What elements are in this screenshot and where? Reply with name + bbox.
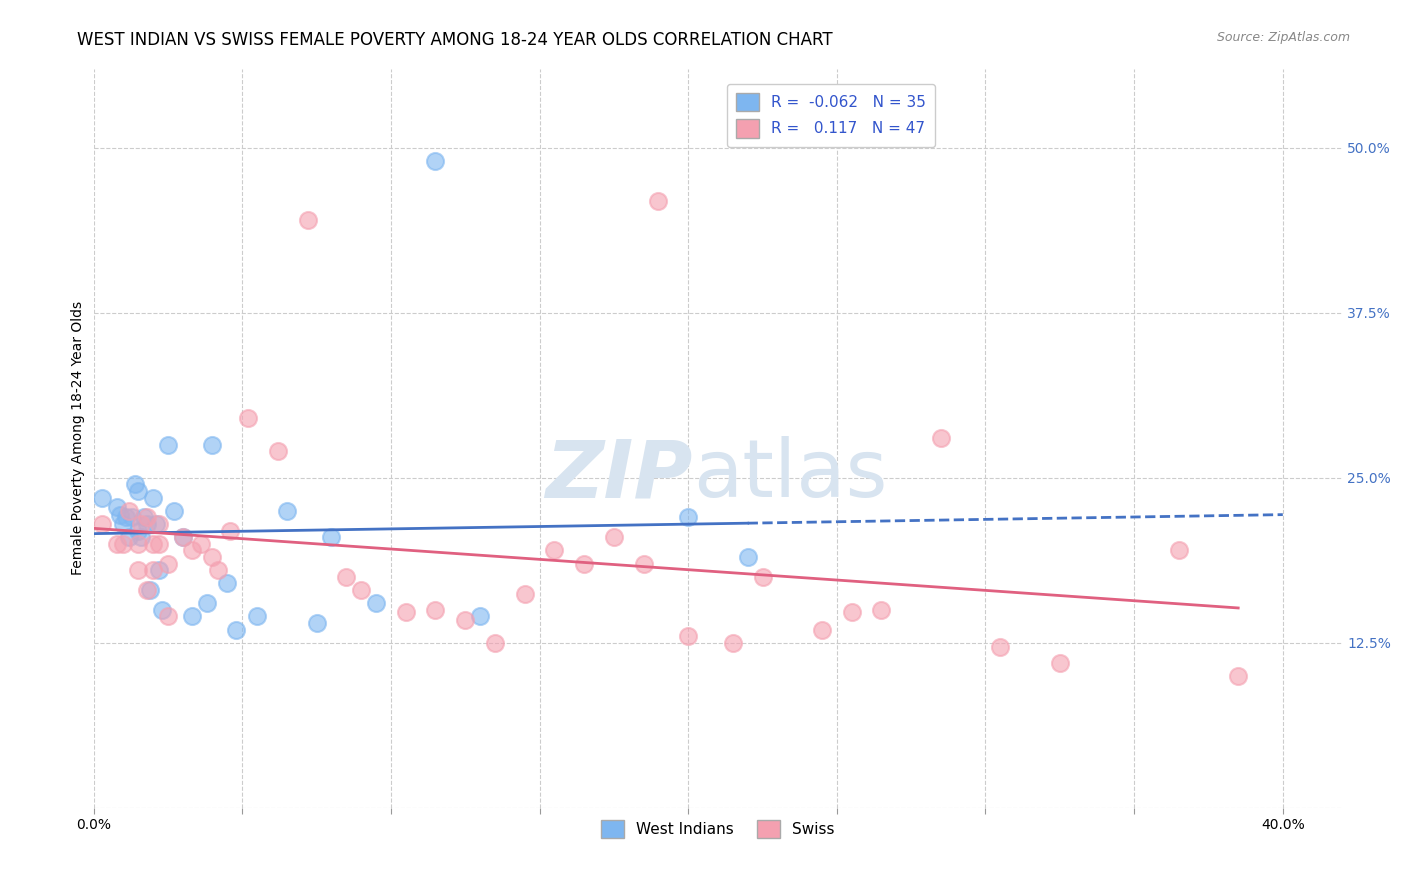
Point <box>180 609 202 624</box>
Point <box>603 530 626 544</box>
Point <box>127 563 149 577</box>
Point <box>246 609 269 624</box>
Y-axis label: Female Poverty Among 18-24 Year Olds: Female Poverty Among 18-24 Year Olds <box>72 301 86 575</box>
Point <box>190 537 212 551</box>
Text: ZIP: ZIP <box>546 436 693 514</box>
Point <box>425 603 447 617</box>
Point <box>145 516 167 531</box>
Point <box>148 537 170 551</box>
Point <box>219 524 242 538</box>
Point <box>676 510 699 524</box>
Point <box>335 570 357 584</box>
Point <box>127 524 149 538</box>
Point <box>112 537 135 551</box>
Legend: West Indians, Swiss: West Indians, Swiss <box>595 814 841 845</box>
Point <box>321 530 343 544</box>
Point <box>148 563 170 577</box>
Point <box>118 530 141 544</box>
Point <box>91 516 114 531</box>
Point <box>543 543 565 558</box>
Point <box>105 500 128 514</box>
Point <box>425 153 447 168</box>
Point <box>395 606 418 620</box>
Point <box>841 606 863 620</box>
Point <box>929 431 952 445</box>
Point <box>129 516 152 531</box>
Point <box>238 411 260 425</box>
Point <box>751 570 773 584</box>
Point <box>1227 669 1250 683</box>
Point <box>142 491 165 505</box>
Point <box>118 504 141 518</box>
Point <box>1049 656 1071 670</box>
Point <box>484 636 506 650</box>
Point <box>267 444 290 458</box>
Point <box>180 543 202 558</box>
Point <box>513 587 536 601</box>
Point <box>139 582 162 597</box>
Point <box>156 557 179 571</box>
Point <box>737 549 759 564</box>
Text: atlas: atlas <box>693 436 887 514</box>
Point <box>136 582 159 597</box>
Point <box>811 623 834 637</box>
Point <box>136 510 159 524</box>
Point <box>148 516 170 531</box>
Point <box>115 510 138 524</box>
Point <box>142 537 165 551</box>
Point <box>276 504 298 518</box>
Point <box>105 537 128 551</box>
Point <box>721 636 744 650</box>
Point <box>150 603 173 617</box>
Point <box>468 609 491 624</box>
Point <box>225 623 247 637</box>
Point <box>297 213 319 227</box>
Point <box>633 557 655 571</box>
Point <box>870 603 893 617</box>
Point <box>572 557 595 571</box>
Point <box>988 640 1011 654</box>
Point <box>110 508 132 522</box>
Point <box>136 516 159 531</box>
Point <box>124 477 146 491</box>
Point <box>172 530 194 544</box>
Point <box>305 615 328 630</box>
Point <box>156 609 179 624</box>
Point <box>112 516 135 531</box>
Point <box>127 537 149 551</box>
Text: Source: ZipAtlas.com: Source: ZipAtlas.com <box>1216 31 1350 45</box>
Point <box>676 629 699 643</box>
Point <box>647 194 669 208</box>
Point <box>201 438 224 452</box>
Point <box>1167 543 1189 558</box>
Text: WEST INDIAN VS SWISS FEMALE POVERTY AMONG 18-24 YEAR OLDS CORRELATION CHART: WEST INDIAN VS SWISS FEMALE POVERTY AMON… <box>77 31 832 49</box>
Point <box>91 491 114 505</box>
Point <box>121 510 143 524</box>
Point <box>163 504 186 518</box>
Point <box>134 510 156 524</box>
Point <box>364 596 387 610</box>
Point <box>217 576 239 591</box>
Point <box>350 582 373 597</box>
Point <box>201 549 224 564</box>
Point <box>156 438 179 452</box>
Point <box>172 530 194 544</box>
Point <box>207 563 229 577</box>
Point <box>454 613 477 627</box>
Point <box>127 483 149 498</box>
Point <box>195 596 218 610</box>
Point <box>129 530 152 544</box>
Point <box>142 563 165 577</box>
